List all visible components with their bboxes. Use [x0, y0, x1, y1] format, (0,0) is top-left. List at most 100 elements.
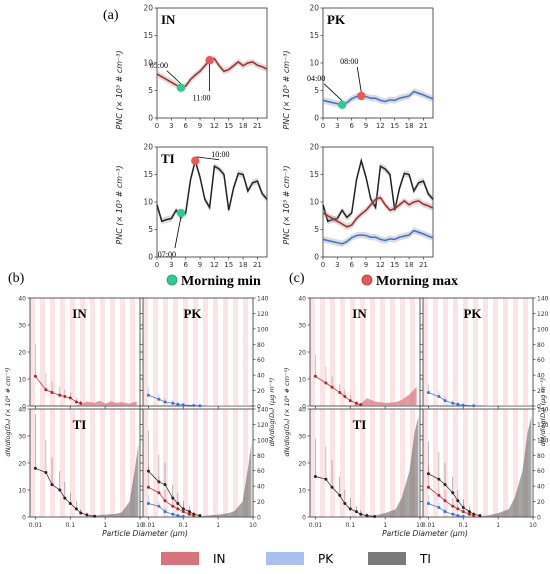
y2-tick-label: 0: [257, 404, 261, 411]
x-tick-label: 0: [321, 261, 325, 269]
y-tick-label: 10: [18, 377, 26, 384]
x-tick-label: 9: [364, 122, 368, 130]
data-point-TI: [44, 470, 48, 474]
panel-site-label: TI: [353, 417, 367, 432]
marker-label: 11:00: [193, 93, 211, 102]
x-tick-label: 9: [364, 261, 368, 269]
bg-stripe: [120, 409, 125, 517]
data-point-PK: [171, 512, 175, 516]
y-tick-label: 10: [143, 59, 153, 68]
data-point-PK: [456, 514, 460, 518]
data-point-IN: [461, 510, 465, 514]
bg-stripe: [163, 409, 168, 517]
y2-tick-label: 100: [537, 326, 549, 333]
bg-stripe: [433, 298, 438, 406]
y-tick-label: 20: [18, 461, 26, 468]
bg-stripe: [443, 298, 448, 406]
y-tick-label: 40: [18, 407, 26, 414]
bg-stripe: [370, 409, 375, 517]
legend-swatch-IN: [161, 552, 199, 565]
data-point-PK: [451, 512, 455, 516]
mass-area-TI: [80, 443, 139, 517]
data-point-IN: [74, 400, 78, 404]
svg-text:dN/dlog(Dₚ) (× 10³ # cm⁻³): dN/dlog(Dₚ) (× 10³ # cm⁻³): [283, 367, 291, 456]
data-point-IN: [192, 514, 196, 518]
bg-stripe: [400, 409, 405, 517]
data-point-TI: [330, 485, 334, 489]
data-point-PK: [157, 504, 161, 508]
band-PK: [323, 227, 433, 248]
x-tick-label: 18: [239, 261, 248, 269]
chart-c-PK: 0 20 40 60 80 100 120 140 PK: [420, 296, 549, 411]
y2-tick-label: 140: [537, 407, 549, 414]
bg-stripe: [483, 298, 488, 406]
max-marker: [191, 156, 200, 165]
bg-stripe: [163, 298, 168, 406]
data-point-TI: [68, 502, 72, 505]
y-tick-label: 40: [18, 296, 26, 303]
data-point-IN: [359, 403, 363, 407]
bg-stripe: [453, 409, 458, 517]
bg-stripe: [443, 409, 448, 517]
y-tick-label: 15: [143, 170, 153, 179]
data-point-IN: [338, 391, 342, 394]
data-point-PK: [461, 514, 465, 518]
y2-tick-label: 80: [537, 342, 545, 349]
data-point-IN: [68, 396, 72, 400]
data-point-PK: [426, 502, 430, 505]
bg-stripe: [380, 409, 385, 517]
annotation-arrow: [174, 216, 182, 249]
panel-site-label: PK: [463, 306, 482, 321]
data-point-IN: [171, 504, 175, 508]
x-tick-label: 21: [253, 122, 262, 130]
bg-stripe: [130, 298, 135, 406]
data-point-PK: [157, 397, 161, 401]
marker-label: 10:00: [211, 150, 229, 159]
panel-site-label: IN: [352, 306, 367, 321]
svg-text:dM/dlog(Dₚ) (μg m⁻³): dM/dlog(Dₚ) (μg m⁻³): [539, 378, 547, 447]
bg-stripe: [30, 298, 35, 406]
bg-stripe: [350, 298, 355, 406]
data-point-IN: [437, 493, 441, 497]
y2-tick-label: 20: [257, 388, 265, 395]
x-tick-label: 12: [210, 261, 219, 269]
data-point-IN: [451, 504, 455, 508]
bg-stripe: [423, 298, 428, 406]
legend-swatch-PK: [266, 552, 304, 565]
panel-site-label: TI: [161, 151, 175, 166]
data-point-TI: [93, 514, 97, 518]
y-tick-label: 5: [148, 225, 153, 234]
data-point-TI: [85, 513, 89, 517]
x-tick-label: 1: [103, 522, 107, 529]
xlabel-b: Particle Diameter (μm): [102, 529, 188, 538]
y-tick-label: 0: [302, 515, 306, 522]
y2-tick-label: 80: [257, 453, 265, 460]
data-point-PK: [192, 403, 196, 407]
panel-label-b: (b): [8, 271, 25, 286]
section-title-b: Morning min: [181, 274, 261, 289]
bg-stripe: [143, 298, 148, 406]
y-tick-label: 15: [143, 31, 153, 40]
bg-stripe: [380, 298, 385, 406]
data-point-PK: [461, 403, 465, 407]
y2-tick-label: 40: [537, 373, 545, 380]
data-point-IN: [443, 499, 447, 503]
y-tick-label: 10: [298, 377, 306, 384]
marker-label: 08:00: [340, 57, 358, 66]
bg-stripe: [80, 298, 85, 406]
chart-a-PK: 0 5 10 15 20 0 3 6 9 12 15 18 21 04:00 08:00 PK: [307, 4, 434, 130]
bg-stripe: [493, 298, 498, 406]
y-tick-label: 20: [298, 461, 306, 468]
x-tick-label: 21: [253, 261, 262, 269]
mass-area-IN: [70, 400, 137, 406]
data-point-TI: [467, 510, 471, 514]
bg-stripe: [120, 298, 125, 406]
chart-c-IN: 0 10 20 30 40 IN: [298, 296, 423, 411]
bg-stripe: [320, 298, 325, 406]
x-tick-label: 0.01: [142, 522, 156, 529]
y2-tick-label: 140: [537, 296, 549, 303]
series-line-TI: [35, 468, 95, 517]
data-point-TI: [33, 466, 37, 470]
data-point-TI: [354, 510, 358, 514]
